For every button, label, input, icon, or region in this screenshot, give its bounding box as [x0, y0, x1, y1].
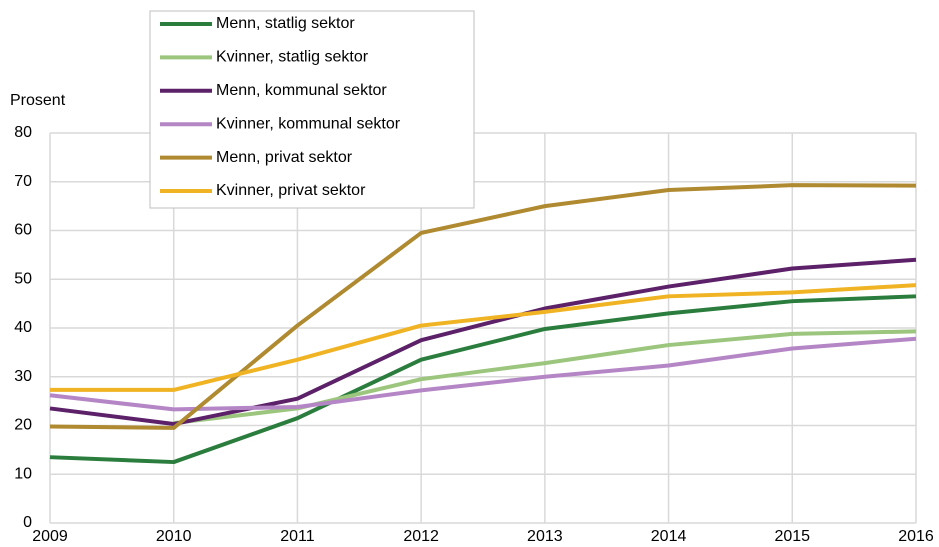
- legend-label: Kvinner, kommunal sektor: [216, 115, 401, 132]
- x-tick-label: 2016: [898, 528, 934, 545]
- x-tick-label: 2012: [403, 528, 439, 545]
- y-tick-label: 0: [23, 514, 32, 531]
- legend-box: [149, 10, 475, 209]
- legend-label: Kvinner, statlig sektor: [216, 49, 369, 66]
- legend-label: Menn, statlig sektor: [216, 15, 355, 32]
- y-tick-label: 80: [14, 124, 32, 141]
- y-tick-label: 70: [14, 173, 32, 190]
- x-tick-label: 2011: [280, 528, 315, 545]
- y-tick-label: 30: [14, 368, 32, 385]
- legend: Menn, statlig sektor Kvinner, statlig sek…: [149, 10, 475, 209]
- y-tick-label: 50: [14, 270, 32, 287]
- series-line: [50, 283, 917, 392]
- x-tick-label: 2013: [527, 528, 563, 545]
- legend-label: Kvinner, privat sektor: [216, 182, 366, 199]
- x-tick-label: 2015: [774, 528, 810, 545]
- series-line: [49, 183, 917, 430]
- y-tick-label: 40: [14, 319, 32, 336]
- x-tick-label: 2014: [651, 528, 687, 545]
- x-tick-label: 2010: [156, 528, 192, 545]
- series-line: [49, 336, 917, 412]
- series-line: [49, 257, 917, 427]
- series-line: [49, 294, 917, 465]
- x-tick-label: 2009: [32, 528, 68, 545]
- y-tick-label: 20: [14, 417, 32, 434]
- y-axis-label: Prosent: [10, 92, 66, 109]
- y-tick-label: 10: [14, 465, 32, 482]
- legend-label: Menn, kommunal sektor: [216, 82, 387, 99]
- legend-label: Menn, privat sektor: [216, 149, 353, 166]
- y-tick-label: 60: [14, 222, 32, 239]
